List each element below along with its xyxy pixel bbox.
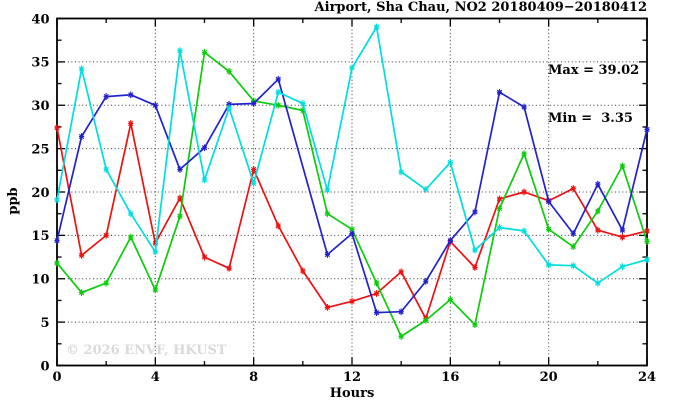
y-tick-label: 35 <box>31 56 49 71</box>
y-tick-label: 15 <box>31 229 49 244</box>
x-tick-labels: 0 4 8 12 16 20 24 <box>52 370 656 385</box>
y-tick-label: 25 <box>31 142 49 157</box>
y-tick-label: 30 <box>31 99 49 114</box>
y-tick-label: 0 <box>40 359 49 374</box>
max-value-label: Max = 39.02 <box>548 63 640 78</box>
y-tick-label: 10 <box>31 273 49 288</box>
plot-border <box>56 17 648 367</box>
max-min-annotation: Max = 39.02 Min = 3.35 <box>548 31 639 159</box>
x-tick-label: 20 <box>540 370 558 385</box>
x-tick-label: 24 <box>638 370 656 385</box>
chart-title: Airport, Sha Chau, NO2 20180409−20180412 <box>314 0 647 15</box>
x-tick-label: 12 <box>343 370 361 385</box>
x-axis-label: Hours <box>329 386 375 401</box>
x-tick-label: 16 <box>441 370 459 385</box>
y-tick-label: 20 <box>31 186 49 201</box>
x-tick-label: 4 <box>151 370 160 385</box>
y-tick-labels: 0 5 10 15 20 25 30 35 40 <box>31 12 49 374</box>
watermark: © 2026 ENVF, HKUST <box>66 343 227 358</box>
min-value-label: Min = 3.35 <box>548 111 633 126</box>
series-markers-cyan <box>54 23 650 287</box>
y-tick-label: 5 <box>40 316 49 331</box>
x-tick-label: 8 <box>249 370 258 385</box>
x-tick-label: 0 <box>52 370 61 385</box>
grid-lines <box>57 18 647 366</box>
series-line-blue <box>56 78 648 314</box>
series-markers-blue <box>54 75 650 316</box>
y-tick-label: 40 <box>31 12 49 27</box>
